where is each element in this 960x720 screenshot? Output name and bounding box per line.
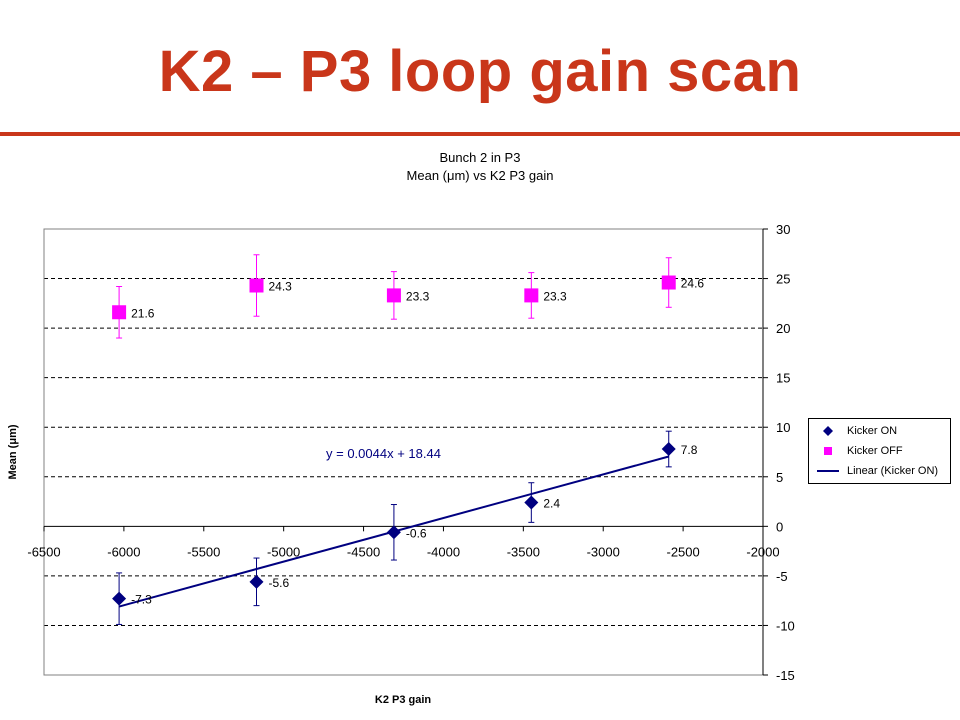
axes: 30 25 20 15 10 5 0 -5 -10 -15 -6500 -6000 -5500 -5000… <box>27 222 794 683</box>
chart-title: Bunch 2 in P3 <box>439 150 521 165</box>
title-divider <box>0 132 960 136</box>
y-tick-label: 0 <box>776 519 783 534</box>
data-label: 23.3 <box>406 289 430 303</box>
chart-subtitle: Mean (μm) vs K2 P3 gain <box>406 168 554 183</box>
data-point-kicker-on <box>524 495 539 510</box>
data-label: 24.3 <box>269 279 293 293</box>
x-tick-label: -3000 <box>587 544 620 559</box>
legend-item-kicker-off: Kicker OFF <box>817 443 903 459</box>
data-point-kicker-off <box>249 278 264 293</box>
data-label: -7.3 <box>131 593 152 607</box>
x-tick-label: -2500 <box>666 544 699 559</box>
x-tick-label: -2000 <box>746 544 779 559</box>
y-tick-label: -15 <box>776 668 795 683</box>
data-label: 21.6 <box>131 306 155 320</box>
y-tick-label: 25 <box>776 272 790 287</box>
data-label: 7.8 <box>681 443 698 457</box>
diamond-marker-icon <box>817 426 839 436</box>
legend-item-kicker-on: Kicker ON <box>817 423 897 439</box>
y-tick-label: -10 <box>776 618 795 633</box>
legend-item-linear: Linear (Kicker ON) <box>817 463 938 479</box>
line-marker-icon <box>817 469 839 473</box>
data-point-kicker-off <box>524 288 539 303</box>
legend-label: Kicker ON <box>847 425 898 437</box>
y-tick-label: 30 <box>776 222 790 237</box>
x-tick-label: -4000 <box>427 544 460 559</box>
data-point-kicker-off <box>661 275 676 290</box>
data-point-kicker-on <box>661 442 676 457</box>
gridlines <box>44 278 763 626</box>
x-axis-label: K2 P3 gain <box>375 694 432 706</box>
y-tick-label: -5 <box>776 569 788 584</box>
trendline-equation: y = 0.0044x + 18.44 <box>326 446 441 461</box>
y-tick-label: 15 <box>776 371 790 386</box>
y-tick-label: 10 <box>776 420 790 435</box>
y-axis-label: Mean (μm) <box>7 424 19 479</box>
data-label: 2.4 <box>543 497 560 511</box>
data-point-kicker-on <box>249 574 264 589</box>
x-tick-label: -4500 <box>347 544 380 559</box>
data-point-kicker-off <box>386 288 401 303</box>
error-bars <box>116 254 672 625</box>
data-label: 24.6 <box>681 277 705 291</box>
data-point-kicker-off <box>112 305 127 320</box>
data-point-kicker-on <box>112 591 127 606</box>
data-label: -5.6 <box>269 576 290 590</box>
data-label: 23.3 <box>543 289 567 303</box>
x-tick-label: -5500 <box>187 544 220 559</box>
legend-label: Kicker OFF <box>847 445 903 457</box>
x-tick-label: -3500 <box>507 544 540 559</box>
data-point-kicker-on <box>386 525 401 540</box>
x-tick-label: -6000 <box>107 544 140 559</box>
square-marker-icon <box>817 446 839 456</box>
slide-title: K2 – P3 loop gain scan <box>158 39 802 104</box>
y-tick-label: 20 <box>776 321 790 336</box>
legend-label: Linear (Kicker ON) <box>847 465 939 477</box>
y-tick-label: 5 <box>776 470 783 485</box>
chart-legend: Kicker ON Kicker OFF Linear (Kicker ON) <box>808 418 951 484</box>
data-labels: -7.3 -5.6 -0.6 2.4 7.8 21.6 24.3 23.3 23.3 24.6 <box>131 277 704 607</box>
data-label: -0.6 <box>406 526 427 540</box>
x-tick-label: -6500 <box>27 544 60 559</box>
x-tick-label: -5000 <box>267 544 300 559</box>
data-markers <box>112 275 676 606</box>
